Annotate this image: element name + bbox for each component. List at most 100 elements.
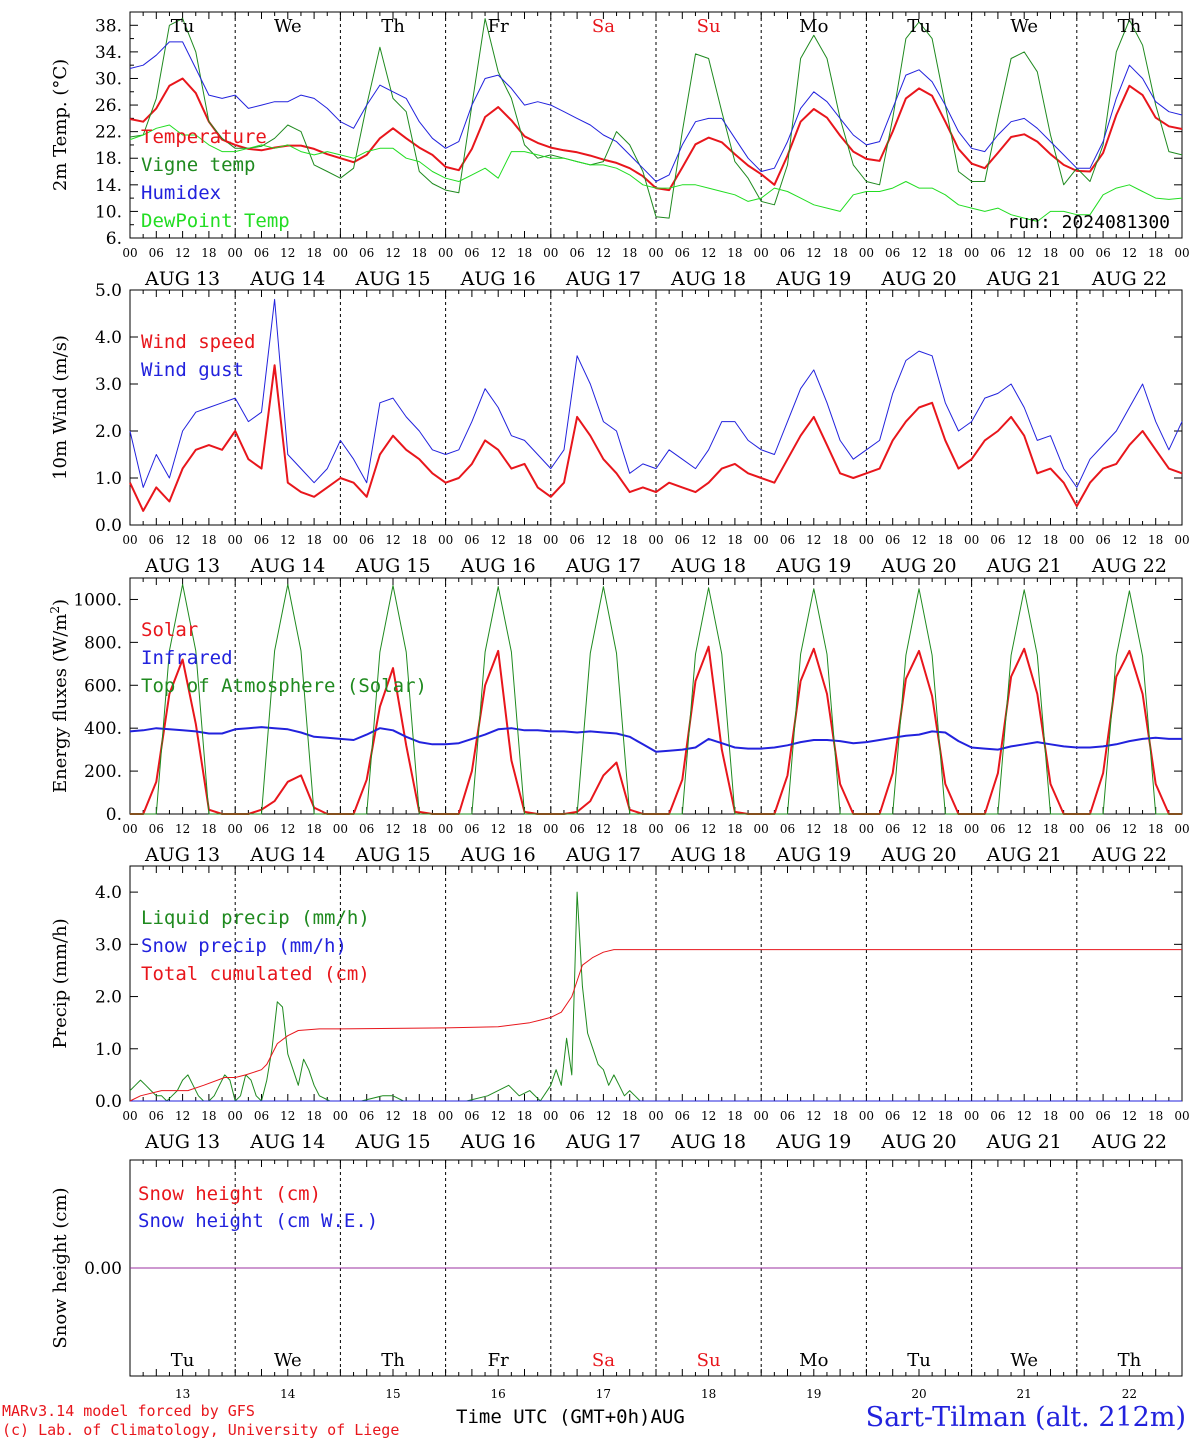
legend-entry: Liquid precip (mm/h) — [141, 907, 370, 929]
hour-tick-label: 00 — [1174, 822, 1189, 836]
hour-tick-label: 06 — [149, 246, 164, 260]
legend-entry: DewPoint Temp — [141, 210, 290, 232]
series-line-vigne-temp — [129, 18, 1183, 219]
hour-tick-label: 00 — [859, 533, 874, 547]
legend-entry: Snow height (cm W.E.) — [138, 1210, 378, 1232]
hour-tick-label: 06 — [464, 246, 479, 260]
hour-tick-label: 18 — [622, 822, 637, 836]
day-label: Th — [381, 16, 405, 37]
station-name: Sart-Tilman (alt. 212m) — [865, 1402, 1186, 1433]
hour-tick-label: 00 — [438, 246, 453, 260]
y-tick-label: 1.0 — [95, 1040, 122, 1060]
hour-tick-label: 12 — [491, 1109, 506, 1123]
y-axis-label: 2m Temp. (°C) — [50, 59, 71, 191]
legend-entry: Wind speed — [141, 331, 255, 353]
hour-tick-label: 18 — [517, 246, 532, 260]
hour-tick-label: 00 — [754, 822, 769, 836]
hour-tick-label: 18 — [622, 1109, 637, 1123]
y-tick-label: 1.0 — [95, 469, 122, 489]
legend-entry: Snow precip (mm/h) — [141, 935, 347, 957]
y-axis-label: Precip (mm/h) — [50, 918, 71, 1048]
y-axis-label-close: ) — [50, 599, 71, 606]
y-tick-label: 38. — [95, 16, 122, 36]
y-tick-label: 2.0 — [95, 422, 122, 442]
hour-tick-label: 18 — [306, 1109, 321, 1123]
hour-tick-label: 06 — [990, 533, 1005, 547]
y-tick-label: 2.0 — [95, 988, 122, 1008]
hour-tick-label: 18 — [412, 1109, 427, 1123]
hour-tick-label: 18 — [517, 533, 532, 547]
day-number: 21 — [1017, 1387, 1032, 1401]
date-label: AUG 19 — [775, 268, 851, 290]
date-label: AUG 21 — [986, 1131, 1062, 1153]
hour-tick-label: 12 — [911, 246, 926, 260]
hour-tick-label: 18 — [1148, 246, 1163, 260]
hour-tick-label: 18 — [1148, 1109, 1163, 1123]
date-label: AUG 16 — [460, 1131, 536, 1153]
hour-tick-label: 06 — [675, 1109, 690, 1123]
hour-tick-label: 00 — [122, 822, 137, 836]
day-label: Su — [697, 16, 721, 37]
legend-entry: Temperature — [141, 126, 267, 148]
date-label: AUG 18 — [670, 844, 746, 866]
y-tick-label: 30. — [95, 69, 122, 89]
hour-tick-label: 18 — [727, 822, 742, 836]
hour-tick-label: 06 — [990, 246, 1005, 260]
hour-tick-label: 00 — [1069, 1109, 1084, 1123]
hour-tick-label: 00 — [122, 246, 137, 260]
hour-tick-label: 06 — [254, 246, 269, 260]
series-line-humidex — [129, 41, 1183, 182]
day-label: Th — [1118, 16, 1142, 37]
day-label: Fr — [488, 16, 509, 37]
day-number: 13 — [175, 1387, 190, 1401]
hour-tick-label: 00 — [333, 533, 348, 547]
hour-tick-label: 06 — [149, 533, 164, 547]
hour-tick-label: 00 — [1069, 533, 1084, 547]
date-label: AUG 14 — [249, 1131, 325, 1153]
date-label: AUG 21 — [986, 555, 1062, 577]
hour-tick-label: 00 — [964, 822, 979, 836]
hour-tick-label: 06 — [1095, 1109, 1110, 1123]
date-label: AUG 15 — [354, 555, 430, 577]
date-label: AUG 21 — [986, 844, 1062, 866]
hour-tick-label: 00 — [754, 1109, 769, 1123]
hour-tick-label: 06 — [254, 1109, 269, 1123]
legend-entry: Solar — [141, 619, 198, 641]
hour-tick-label: 06 — [569, 1109, 584, 1123]
hour-tick-label: 12 — [1122, 1109, 1137, 1123]
legend-entry: Snow height (cm) — [138, 1183, 321, 1205]
hour-tick-label: 18 — [727, 246, 742, 260]
date-label: AUG 13 — [144, 268, 220, 290]
y-tick-label: 10. — [95, 202, 122, 222]
hour-tick-label: 00 — [648, 1109, 663, 1123]
hour-tick-label: 00 — [1174, 246, 1189, 260]
y-tick-label: 34. — [95, 43, 122, 63]
hour-tick-label: 18 — [1043, 246, 1058, 260]
day-number: 14 — [280, 1387, 296, 1401]
hour-tick-label: 12 — [701, 1109, 716, 1123]
hour-tick-label: 00 — [1069, 246, 1084, 260]
hour-tick-label: 12 — [806, 822, 821, 836]
hour-tick-label: 00 — [438, 1109, 453, 1123]
hour-tick-label: 12 — [385, 533, 400, 547]
y-tick-label: 200. — [84, 762, 122, 782]
hour-tick-label: 06 — [464, 533, 479, 547]
y-tick-label: 0. — [106, 805, 122, 825]
run-annotation: run: 2024081300 — [1007, 212, 1170, 233]
hour-tick-label: 12 — [385, 246, 400, 260]
date-label: AUG 14 — [249, 268, 325, 290]
hour-tick-label: 18 — [412, 246, 427, 260]
y-axis-label-exponent: 2 — [48, 606, 62, 614]
hour-tick-label: 00 — [333, 1109, 348, 1123]
hour-tick-label: 06 — [990, 822, 1005, 836]
date-label: AUG 19 — [775, 1131, 851, 1153]
hour-tick-label: 12 — [1017, 246, 1032, 260]
hour-tick-label: 12 — [1122, 822, 1137, 836]
date-label: AUG 15 — [354, 1131, 430, 1153]
hour-tick-label: 12 — [491, 822, 506, 836]
hour-tick-label: 06 — [675, 822, 690, 836]
hour-tick-label: 12 — [280, 1109, 295, 1123]
hour-tick-label: 18 — [412, 533, 427, 547]
legend-entry: Infrared — [141, 647, 233, 669]
